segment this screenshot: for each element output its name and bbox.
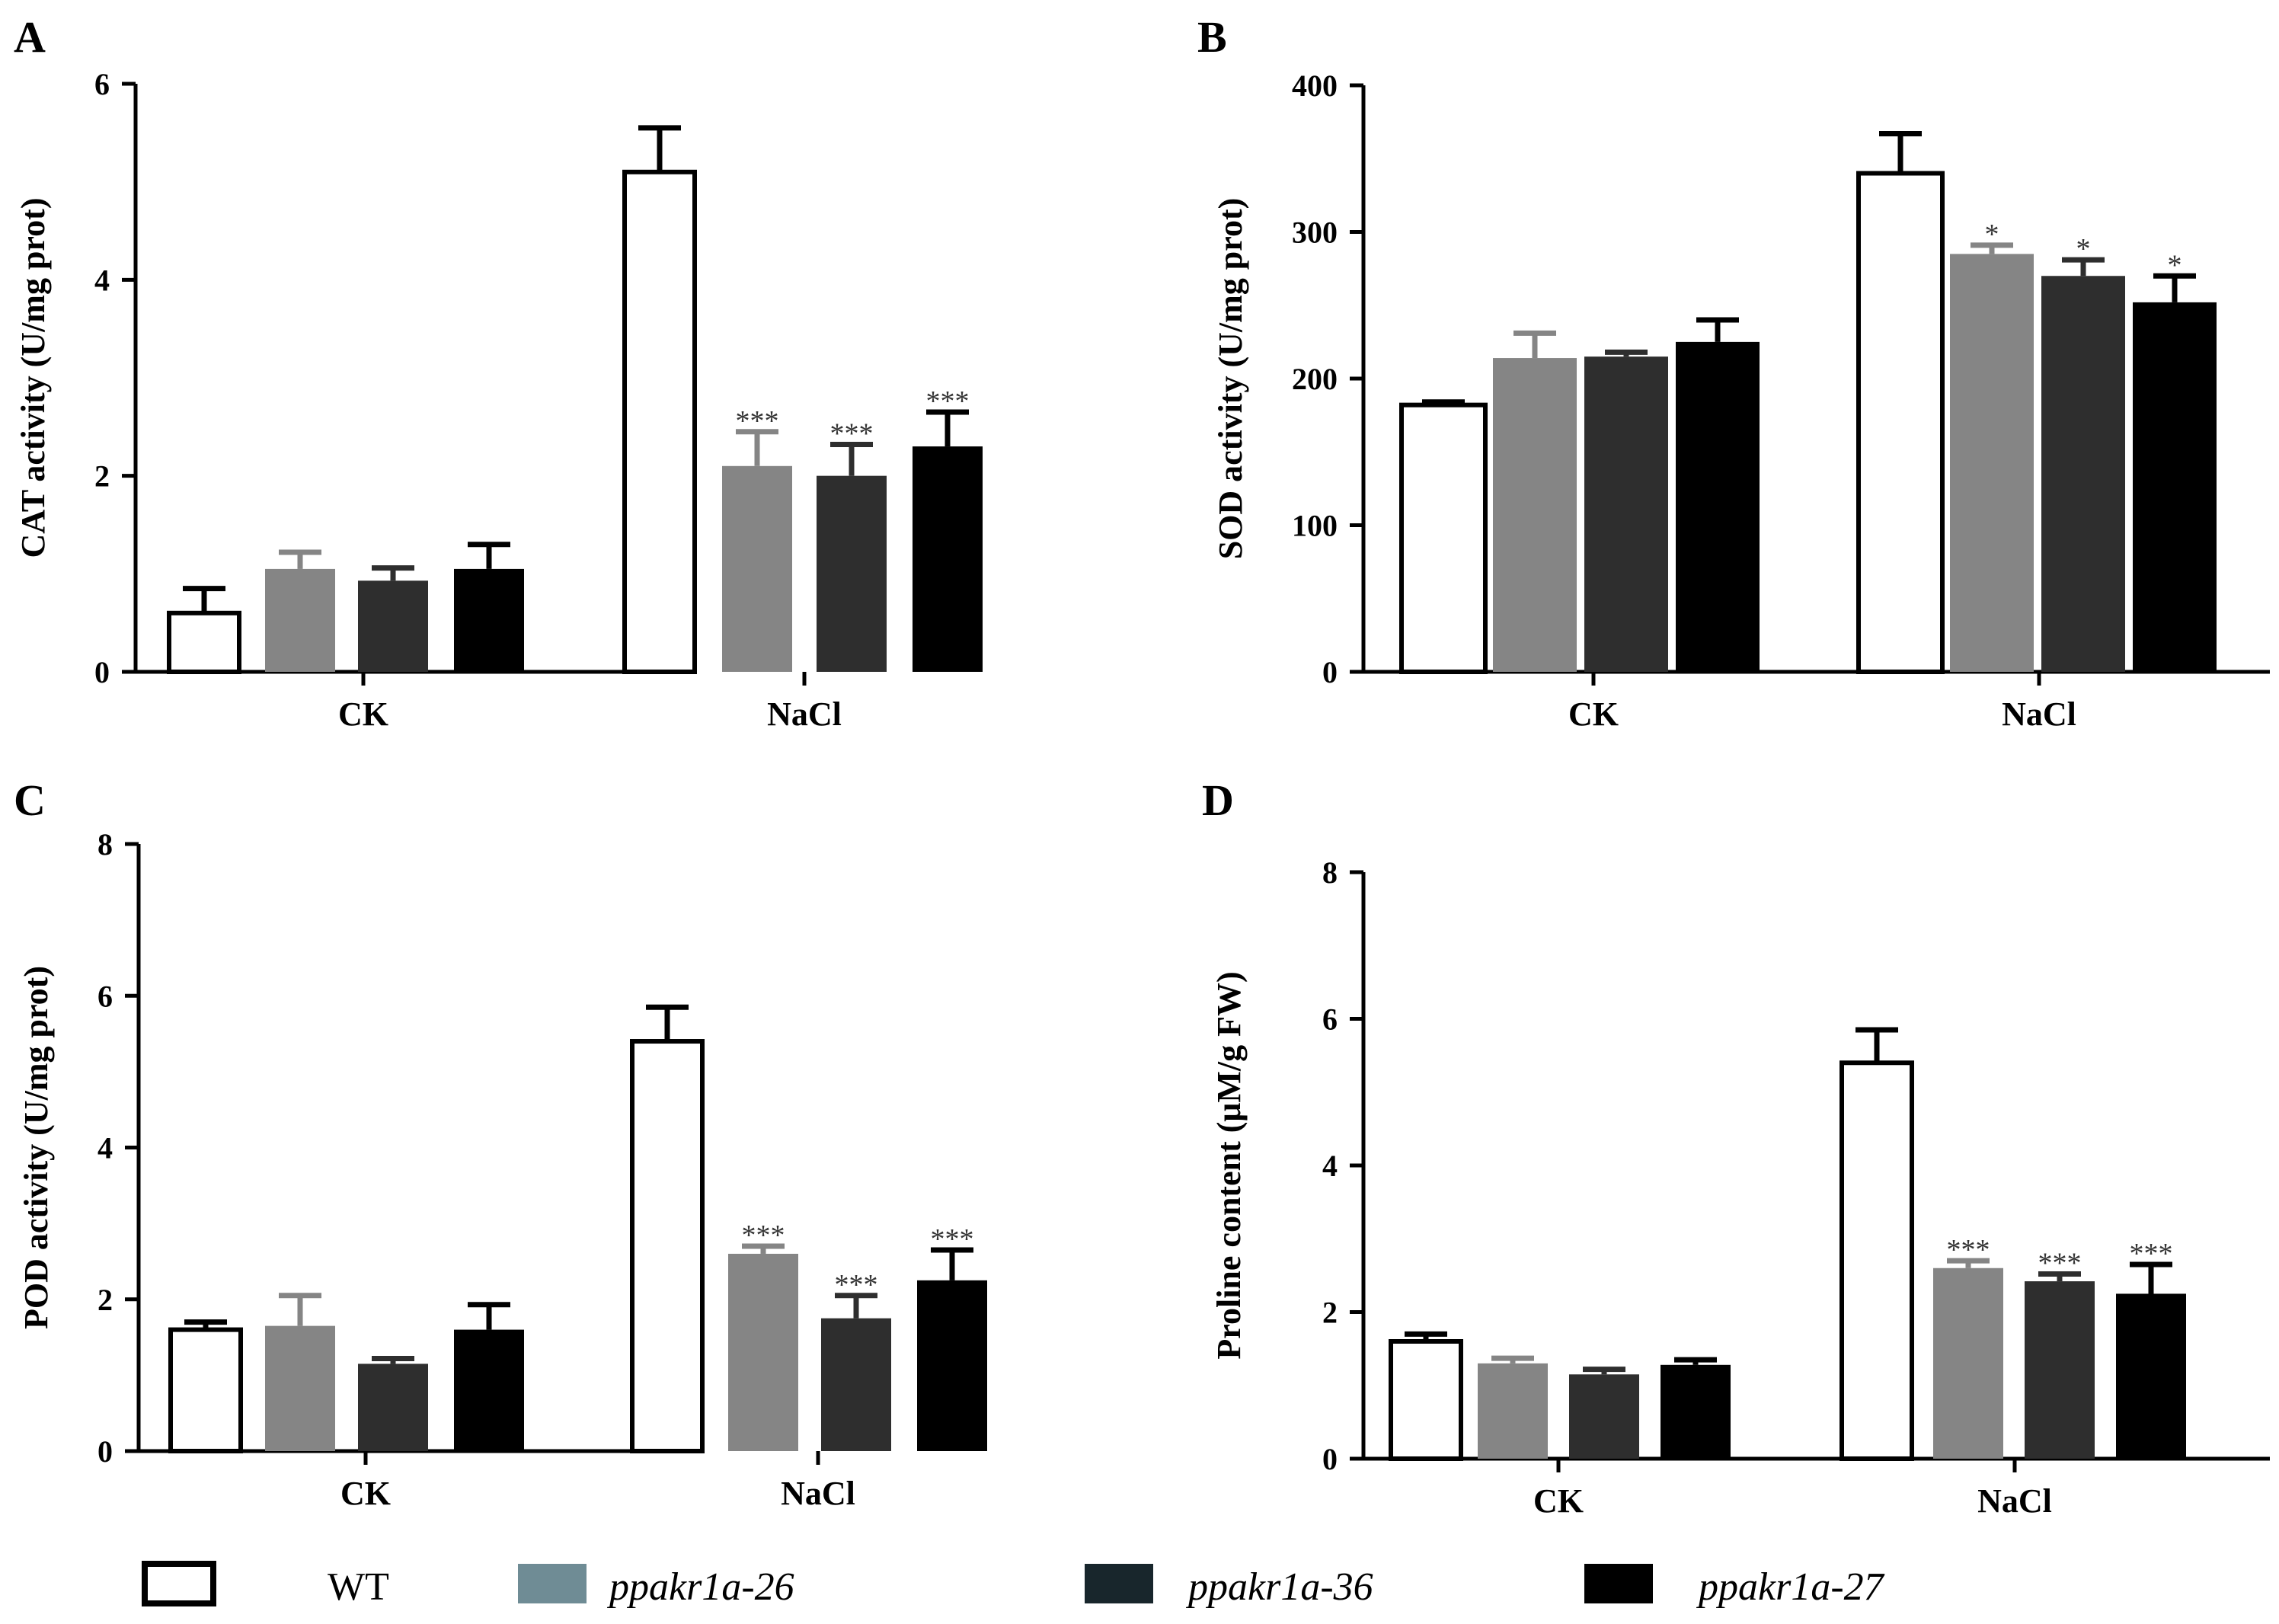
- y-tick-label: 4: [94, 263, 110, 297]
- bar-ppakr1a-36-nacl: [817, 475, 887, 672]
- panel-D: D Proline content (μM/g FW) 0 2 4 6 8 CK NaCl ***…: [1202, 775, 2270, 1520]
- bar-ppakr1a-26-ck: [265, 1325, 335, 1451]
- legend: WT ppakr1a-26 ppakr1a-36 ppakr1a-27: [142, 1561, 1885, 1609]
- significance-stars: ***: [736, 405, 779, 437]
- significance-stars: *: [2076, 233, 2091, 265]
- y-tick-label: 100: [1292, 509, 1338, 543]
- x-category-label: NaCl: [1977, 1482, 2052, 1520]
- bar-ppakr1a-26-nacl: [1933, 1268, 2003, 1459]
- bar-ppakr1a-27-nacl: [2133, 302, 2217, 672]
- y-axis-label: Proline content (μM/g FW): [1210, 971, 1248, 1359]
- panel-letter: A: [14, 12, 46, 62]
- bar-ppakr1a-27-ck: [454, 568, 524, 672]
- bar-ppakr1a-26-nacl: [728, 1253, 798, 1451]
- panel-C: C POD activity (U/mg prot) 0 2 4 6 8 CK NaCl *** *…: [14, 775, 987, 1512]
- bar-ppakr1a-36-ck: [358, 1363, 428, 1451]
- bar-ppakr1a-26-ck: [265, 568, 335, 672]
- panel-letter: B: [1197, 12, 1227, 62]
- bar-wt-ck: [167, 610, 241, 674]
- bar-ppakr1a-36-ck: [1569, 1374, 1639, 1459]
- y-tick-label: 8: [1322, 855, 1338, 890]
- bar-ppakr1a-26-nacl: [1950, 254, 2034, 672]
- y-tick-label: 4: [1322, 1149, 1338, 1183]
- y-tick-label: 8: [97, 827, 113, 862]
- panel-letter: C: [14, 775, 46, 825]
- y-tick-label: 200: [1292, 362, 1338, 396]
- significance-stars: *: [2168, 249, 2182, 281]
- bar-wt-nacl: [1840, 1060, 1914, 1461]
- y-tick-label: 2: [97, 1283, 113, 1317]
- bar-wt-ck: [1399, 402, 1488, 675]
- bar-ppakr1a-26-ck: [1478, 1363, 1548, 1459]
- significance-stars: ***: [926, 385, 970, 417]
- y-tick-label: 6: [97, 979, 113, 1013]
- legend-swatch: [142, 1561, 216, 1606]
- legend-swatch: [1085, 1564, 1153, 1603]
- x-category-label: CK: [338, 695, 388, 733]
- significance-stars: ***: [1947, 1234, 1990, 1266]
- legend-label: ppakr1a-27: [1696, 1565, 1885, 1609]
- y-axis-label: POD activity (U/mg prot): [18, 966, 55, 1329]
- x-category-label: CK: [340, 1475, 391, 1512]
- bar-wt-nacl: [1856, 171, 1945, 674]
- bar-ppakr1a-36-ck: [1584, 356, 1668, 672]
- bar-wt-ck: [168, 1327, 243, 1453]
- legend-label: WT: [328, 1565, 389, 1609]
- legend-swatch: [1584, 1564, 1653, 1603]
- y-tick-label: 6: [1322, 1002, 1338, 1037]
- y-tick-label: 0: [1322, 655, 1338, 689]
- bar-ppakr1a-27-nacl: [2116, 1293, 2186, 1459]
- significance-stars: ***: [835, 1269, 878, 1301]
- bar-ppakr1a-26-nacl: [722, 465, 792, 672]
- y-tick-label: 300: [1292, 216, 1338, 250]
- x-category-label: NaCl: [781, 1475, 855, 1512]
- panel-A: A CAT activity (U/mg prot) 0 2 4 6 CK NaCl *** **…: [14, 12, 983, 733]
- panel-B: B SOD activity (U/mg prot) 0 100 200 300 400 CK…: [1197, 12, 2270, 733]
- significance-stars: ***: [742, 1220, 785, 1252]
- bar-ppakr1a-27-ck: [454, 1329, 524, 1451]
- significance-stars: ***: [830, 417, 874, 449]
- x-category-label: CK: [1568, 695, 1619, 733]
- legend-label: ppakr1a-36: [1185, 1565, 1373, 1609]
- y-axis-label: CAT activity (U/mg prot): [14, 198, 52, 558]
- y-tick-label: 4: [97, 1131, 113, 1165]
- significance-stars: ***: [931, 1223, 974, 1255]
- y-tick-label: 400: [1292, 69, 1338, 103]
- bar-wt-nacl: [630, 1039, 705, 1453]
- y-axis-label: SOD activity (U/mg prot): [1212, 198, 1249, 560]
- bar-ppakr1a-27-nacl: [917, 1280, 987, 1451]
- bar-ppakr1a-36-nacl: [2041, 276, 2125, 672]
- significance-stars: *: [1985, 219, 1999, 251]
- y-tick-label: 2: [94, 459, 110, 494]
- bar-ppakr1a-27-ck: [1661, 1364, 1731, 1459]
- y-tick-label: 6: [94, 67, 110, 101]
- bar-wt-nacl: [622, 169, 697, 675]
- legend-label: ppakr1a-26: [606, 1565, 794, 1609]
- significance-stars: ***: [2130, 1238, 2173, 1270]
- x-category-label: NaCl: [2002, 695, 2076, 733]
- bar-ppakr1a-36-nacl: [2025, 1281, 2095, 1459]
- bar-ppakr1a-26-ck: [1493, 358, 1577, 672]
- bar-ppakr1a-36-ck: [358, 580, 428, 672]
- y-tick-label: 0: [97, 1434, 113, 1469]
- bar-ppakr1a-27-ck: [1676, 341, 1760, 672]
- bar-ppakr1a-27-nacl: [913, 446, 983, 672]
- significance-stars: ***: [2038, 1247, 2082, 1279]
- x-category-label: NaCl: [767, 695, 842, 733]
- y-tick-label: 0: [1322, 1442, 1338, 1476]
- panel-letter: D: [1202, 775, 1234, 825]
- legend-swatch: [518, 1564, 587, 1603]
- bar-wt-ck: [1389, 1339, 1463, 1461]
- bar-ppakr1a-36-nacl: [821, 1318, 891, 1451]
- y-tick-label: 0: [94, 655, 110, 689]
- x-category-label: CK: [1533, 1482, 1584, 1520]
- y-tick-label: 2: [1322, 1296, 1338, 1330]
